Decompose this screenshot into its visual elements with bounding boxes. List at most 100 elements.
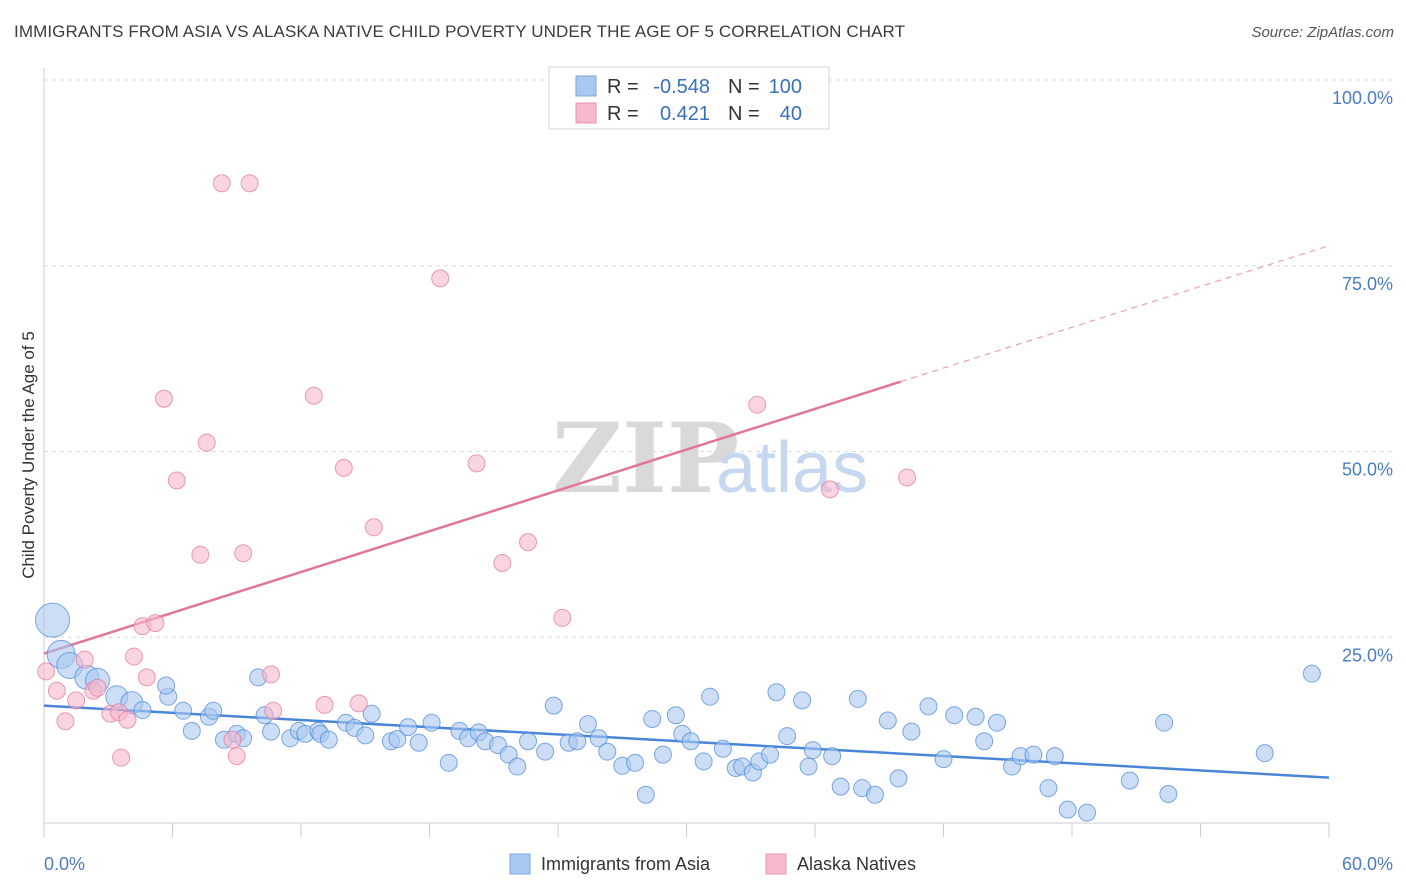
data-point-series-0 (439, 753, 458, 772)
data-point-series-0 (157, 676, 176, 695)
data-point-series-1 (146, 614, 165, 633)
data-point-series-1 (334, 458, 353, 477)
legend-n-value-asia: 100 (769, 76, 802, 98)
data-point-series-1 (553, 608, 572, 627)
data-point-series-1 (349, 694, 368, 713)
data-point-series-0 (831, 777, 850, 796)
data-point-series-1 (191, 545, 210, 564)
data-point-series-1 (748, 395, 767, 414)
data-point-series-1 (223, 730, 242, 749)
data-point-series-0 (1255, 744, 1274, 763)
data-point-series-1 (167, 471, 186, 490)
legend-n-label-alaska: N = (728, 103, 760, 125)
data-point-series-0 (966, 707, 985, 726)
data-point-series-0 (388, 730, 407, 749)
data-point-series-0 (1058, 800, 1077, 819)
legend-top: R = -0.548 N = 100 R = 0.421 N = 40 (548, 66, 830, 130)
data-point-series-0 (35, 602, 71, 638)
data-point-series-0 (701, 687, 720, 706)
data-point-series-0 (636, 785, 655, 804)
data-point-series-0 (519, 732, 538, 751)
data-point-series-1 (262, 665, 281, 684)
legend-bottom: Immigrants from Asia Alaska Natives (509, 853, 916, 875)
watermark-atlas: atlas (716, 428, 868, 508)
data-point-series-0 (653, 745, 672, 764)
chart-source: Source: ZipAtlas.com (1251, 24, 1394, 41)
data-point-series-1 (264, 701, 283, 720)
data-point-series-0 (589, 729, 608, 748)
data-point-series-0 (988, 713, 1007, 732)
legend-n-label-asia: N = (728, 76, 760, 98)
legend-bottom-label-asia: Immigrants from Asia (541, 854, 711, 874)
y-tick-label: 100.0% (1332, 88, 1393, 108)
data-point-series-1 (519, 533, 538, 552)
axis-layer: Child Poverty Under the Age of 5 0.0% 60… (19, 88, 1393, 874)
legend-r-value-alaska: 0.421 (660, 103, 710, 125)
data-point-series-0 (262, 722, 281, 741)
data-point-series-0 (1302, 664, 1321, 683)
data-point-series-0 (399, 718, 418, 737)
data-point-series-1 (431, 269, 450, 288)
data-point-series-1 (112, 748, 131, 767)
data-point-series-1 (467, 454, 486, 473)
trend-line-series-1 (43, 380, 902, 655)
x-tick-label-max: 60.0% (1342, 854, 1393, 874)
data-point-series-1 (315, 695, 334, 714)
data-point-series-0 (865, 785, 884, 804)
data-point-series-0 (713, 739, 732, 758)
data-point-series-0 (182, 721, 201, 740)
data-point-series-1 (820, 480, 839, 499)
data-point-series-0 (204, 701, 223, 720)
data-point-series-1 (37, 662, 56, 681)
legend-bottom-swatch-alaska (765, 853, 787, 875)
data-point-series-0 (902, 722, 921, 741)
x-tick-label-min: 0.0% (44, 854, 85, 874)
data-point-series-0 (568, 732, 587, 751)
data-point-series-0 (643, 709, 662, 728)
data-point-series-0 (422, 713, 441, 732)
data-point-series-0 (878, 711, 897, 730)
data-point-series-1 (304, 386, 323, 405)
y-tick-label: 25.0% (1342, 645, 1393, 665)
data-point-series-1 (197, 433, 216, 452)
data-point-series-0 (544, 696, 563, 715)
data-point-series-0 (761, 745, 780, 764)
chart-title: IMMIGRANTS FROM ASIA VS ALASKA NATIVE CH… (14, 22, 906, 41)
data-point-series-0 (975, 732, 994, 751)
data-point-series-1 (364, 518, 383, 537)
data-point-series-1 (88, 678, 107, 697)
data-point-series-0 (848, 689, 867, 708)
legend-n-value-alaska: 40 (780, 103, 802, 125)
data-point-series-0 (1120, 771, 1139, 790)
data-point-series-0 (626, 753, 645, 772)
data-point-series-0 (803, 741, 822, 760)
data-point-series-0 (578, 715, 597, 734)
data-point-series-1 (493, 553, 512, 572)
data-point-series-0 (319, 730, 338, 749)
data-point-series-0 (356, 726, 375, 745)
data-point-series-0 (823, 747, 842, 766)
watermark-zip: ZIP (552, 402, 739, 515)
data-point-series-1 (124, 647, 143, 666)
data-point-series-1 (212, 174, 231, 193)
data-point-series-0 (919, 697, 938, 716)
data-point-series-0 (133, 701, 152, 720)
data-point-series-0 (1159, 785, 1178, 804)
data-point-series-0 (409, 733, 428, 752)
watermark: ZIP atlas (552, 402, 868, 515)
data-point-series-0 (793, 691, 812, 710)
data-point-series-1 (56, 712, 75, 731)
data-point-series-0 (945, 706, 964, 725)
data-point-series-0 (1077, 803, 1096, 822)
y-axis-label: Child Poverty Under the Age of 5 (19, 331, 38, 579)
y-tick-label: 75.0% (1342, 274, 1393, 294)
data-point-series-0 (362, 704, 381, 723)
data-point-series-0 (889, 769, 908, 788)
data-point-series-0 (694, 752, 713, 771)
data-point-series-0 (508, 757, 527, 776)
data-point-series-0 (1155, 713, 1174, 732)
data-point-series-0 (799, 757, 818, 776)
data-point-series-0 (536, 742, 555, 761)
data-point-series-0 (1039, 779, 1058, 798)
